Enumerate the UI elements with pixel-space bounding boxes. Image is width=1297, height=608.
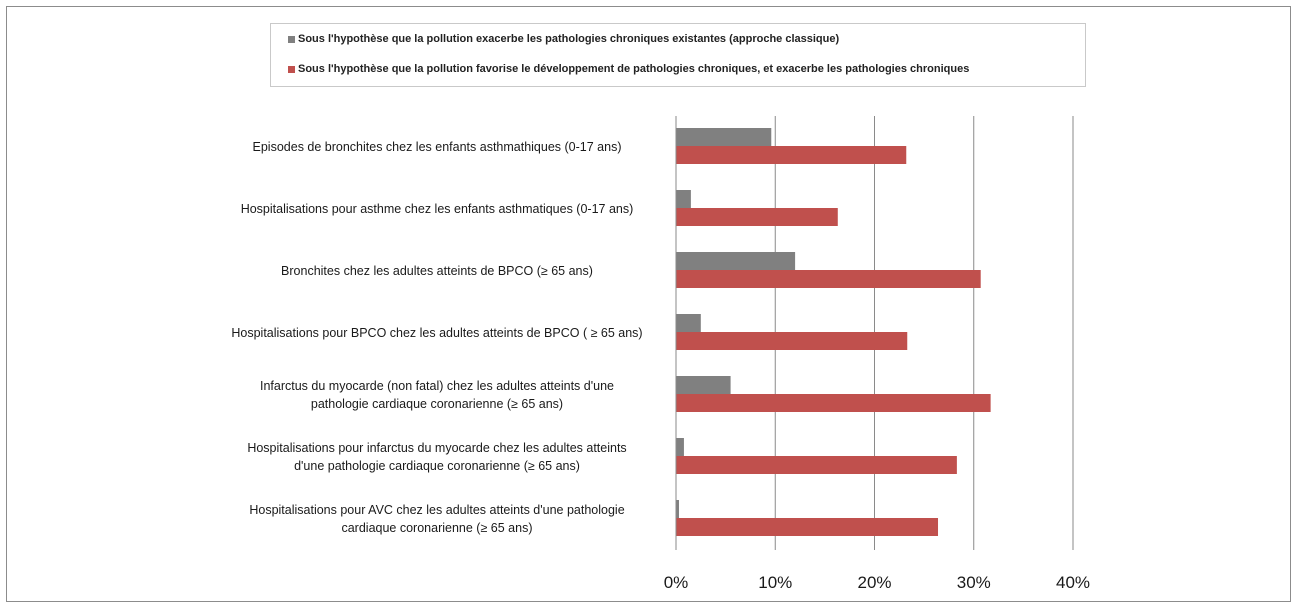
bar-series-2-cat-2 <box>676 208 838 226</box>
category-label: Infarctus du myocarde (non fatal) chez l… <box>260 379 614 411</box>
category-label-line: d'une pathologie cardiaque coronarienne … <box>294 459 580 473</box>
category-label: Hospitalisations pour AVC chez les adult… <box>249 503 624 535</box>
bar-series-1-cat-2 <box>676 190 691 208</box>
category-label-line: pathologie cardiaque coronarienne (≥ 65 … <box>311 397 563 411</box>
chart-frame: Sous l'hypothèse que la pollution exacer… <box>6 6 1291 602</box>
category-label-line: Infarctus du myocarde (non fatal) chez l… <box>260 379 614 393</box>
tick-label: 30% <box>957 573 991 592</box>
category-label-line: Episodes de bronchites chez les enfants … <box>253 140 622 154</box>
category-labels: Episodes de bronchites chez les enfants … <box>231 140 642 535</box>
legend-swatch-series-1 <box>288 35 295 43</box>
category-label: Bronchites chez les adultes atteints de … <box>281 264 593 278</box>
legend-item-series-1: Sous l'hypothèse que la pollution exacer… <box>288 31 839 47</box>
legend-swatch-series-2 <box>288 65 295 73</box>
category-label-line: Hospitalisations pour BPCO chez les adul… <box>231 326 642 340</box>
legend-item-series-2: Sous l'hypothèse que la pollution favori… <box>288 61 969 77</box>
tick-label: 0% <box>664 573 689 592</box>
legend-label-series-1: Sous l'hypothèse que la pollution exacer… <box>298 33 840 45</box>
legend: Sous l'hypothèse que la pollution exacer… <box>270 23 1086 87</box>
bar-series-1-cat-3 <box>676 252 796 270</box>
tick-label: 20% <box>857 573 891 592</box>
bar-series-2-cat-6 <box>676 456 957 474</box>
category-label: Hospitalisations pour infarctus du myoca… <box>247 441 626 473</box>
bar-series-2-cat-5 <box>676 394 991 412</box>
category-label: Episodes de bronchites chez les enfants … <box>253 140 622 154</box>
category-label-line: cardiaque coronarienne (≥ 65 ans) <box>341 521 532 535</box>
bar-series-2-cat-3 <box>676 270 981 288</box>
tick-label: 40% <box>1056 573 1090 592</box>
bar-series-1-cat-5 <box>676 376 731 394</box>
category-label-line: Bronchites chez les adultes atteints de … <box>281 264 593 278</box>
tick-labels: 0% 10% 20% 30% 40% <box>664 573 1090 592</box>
category-label: Hospitalisations pour BPCO chez les adul… <box>231 326 642 340</box>
bar-series-1-cat-1 <box>676 128 772 146</box>
bar-series-1-cat-7 <box>676 500 679 518</box>
bar-series-2-cat-7 <box>676 518 939 536</box>
category-label-line: Hospitalisations pour AVC chez les adult… <box>249 503 624 517</box>
bars <box>676 128 991 536</box>
bar-series-2-cat-4 <box>676 332 908 350</box>
category-label-line: Hospitalisations pour infarctus du myoca… <box>247 441 626 455</box>
bar-series-1-cat-4 <box>676 314 701 332</box>
legend-label-series-2: Sous l'hypothèse que la pollution favori… <box>298 63 970 75</box>
bar-series-1-cat-6 <box>676 438 684 456</box>
bar-series-2-cat-1 <box>676 146 907 164</box>
category-label: Hospitalisations pour asthme chez les en… <box>241 202 634 216</box>
category-label-line: Hospitalisations pour asthme chez les en… <box>241 202 634 216</box>
tick-label: 10% <box>758 573 792 592</box>
